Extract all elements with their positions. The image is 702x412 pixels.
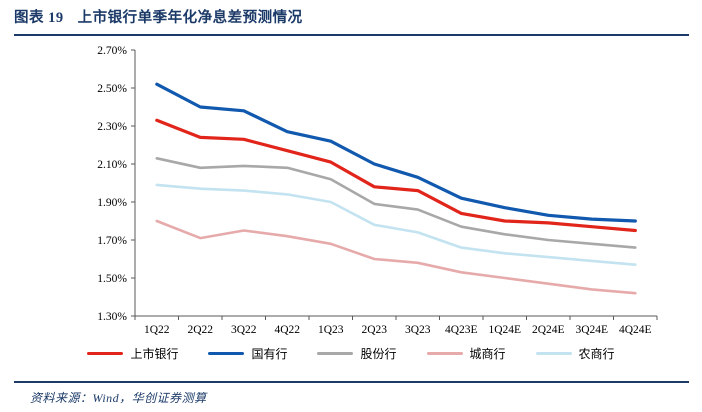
series-line-3: [155, 219, 637, 295]
legend-swatch-icon: [208, 352, 245, 355]
x-tick-label: 1Q24E: [488, 324, 521, 336]
x-tick-label: 4Q22: [274, 324, 300, 336]
y-tick-label: 1.50%: [97, 273, 127, 285]
x-tick-label: 2Q23: [361, 324, 387, 336]
legend-label: 农商行: [578, 347, 615, 361]
legend-item-2: 股份行: [317, 345, 397, 362]
legend-swatch-icon: [426, 352, 463, 355]
x-tick-label: 3Q24E: [575, 324, 608, 336]
figure-title: 图表 19 上市银行单季年化净息差预测情况: [14, 6, 689, 36]
x-tick-label: 4Q24E: [619, 324, 652, 336]
series-line-1: [155, 82, 637, 223]
legend-item-3: 城商行: [426, 345, 506, 362]
legend-item-0: 上市银行: [87, 345, 178, 362]
y-tick-label: 2.50%: [97, 83, 127, 95]
x-tick-label: 4Q23E: [445, 324, 478, 336]
x-tick-label: 1Q22: [144, 324, 170, 336]
series-line-0: [155, 118, 637, 233]
series-line-2: [155, 157, 637, 249]
legend-swatch-icon: [87, 352, 124, 355]
legend-label: 国有行: [251, 347, 288, 361]
y-tick-label: 2.10%: [97, 159, 127, 171]
y-tick-label: 2.70%: [97, 45, 127, 57]
legend-item-1: 国有行: [208, 345, 287, 362]
x-tick-label: 2Q24E: [532, 324, 565, 336]
source-note-text: 资料来源：Wind，华创证券测算: [30, 391, 207, 405]
y-tick-label: 1.90%: [97, 197, 127, 209]
legend-swatch-icon: [535, 352, 572, 355]
legend-label: 上市银行: [130, 347, 179, 361]
x-tick-label: 3Q23: [405, 324, 431, 336]
chart-legend: 上市银行 国有行 股份行 城商行 农商行: [0, 345, 702, 362]
legend-label: 城商行: [469, 347, 506, 361]
legend-item-4: 农商行: [535, 345, 615, 362]
series-line-4: [155, 183, 637, 267]
source-note: 资料来源：Wind，华创证券测算: [14, 381, 689, 406]
x-tick-label: 2Q22: [187, 324, 213, 336]
figure-title-text: 上市银行单季年化净息差预测情况: [77, 10, 303, 26]
x-tick-label: 3Q22: [231, 324, 257, 336]
y-tick-label: 1.70%: [97, 235, 127, 247]
y-tick-label: 2.30%: [97, 121, 127, 133]
legend-label: 股份行: [360, 347, 397, 361]
x-tick-label: 1Q23: [318, 324, 344, 336]
figure-number-label: 图表 19: [14, 10, 64, 26]
legend-swatch-icon: [317, 352, 354, 355]
y-tick-label: 1.30%: [97, 311, 127, 323]
